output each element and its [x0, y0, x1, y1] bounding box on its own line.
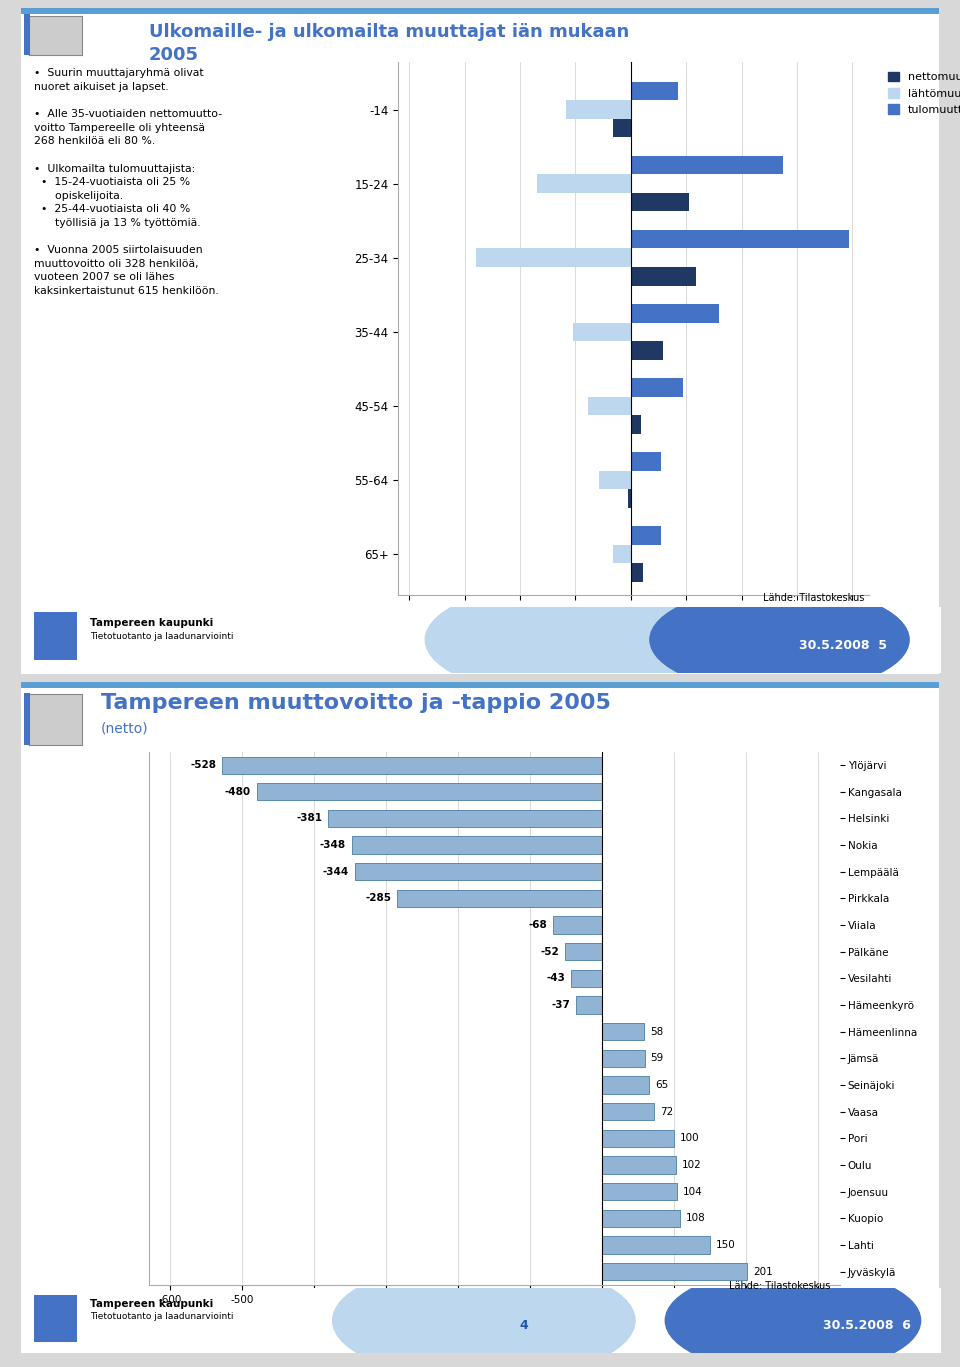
- Ellipse shape: [332, 1262, 636, 1367]
- Text: 100: 100: [681, 1133, 700, 1143]
- Bar: [553, 916, 603, 934]
- Text: 30.5.2008  6: 30.5.2008 6: [823, 1319, 911, 1333]
- Bar: [397, 890, 603, 908]
- Bar: [603, 1103, 655, 1121]
- Bar: [564, 943, 603, 961]
- Text: 4: 4: [519, 1319, 529, 1333]
- Bar: [565, 100, 631, 119]
- Bar: [628, 489, 631, 507]
- Text: Lähde: Tilastokeskus: Lähde: Tilastokeskus: [762, 593, 864, 603]
- Text: -43: -43: [547, 973, 565, 983]
- Text: 30.5.2008  5: 30.5.2008 5: [799, 638, 887, 652]
- Text: -52: -52: [540, 947, 559, 957]
- X-axis label: henk.: henk.: [867, 626, 899, 637]
- Bar: [476, 249, 631, 267]
- Ellipse shape: [425, 581, 742, 699]
- Text: Ulkomaille- ja ulkomailta muuttajat iän mukaan: Ulkomaille- ja ulkomailta muuttajat iän …: [149, 23, 629, 41]
- Text: -344: -344: [323, 867, 349, 876]
- Text: -528: -528: [190, 760, 217, 770]
- Bar: [631, 526, 661, 544]
- Text: 104: 104: [684, 1187, 703, 1196]
- Text: -37: -37: [551, 1001, 570, 1010]
- Bar: [328, 809, 603, 827]
- Bar: [631, 416, 640, 433]
- Bar: [571, 969, 603, 987]
- Text: (netto): (netto): [101, 722, 149, 735]
- Bar: [257, 783, 603, 801]
- Text: Tampereen kaupunki: Tampereen kaupunki: [90, 618, 213, 627]
- Text: 58: 58: [650, 1027, 663, 1036]
- Text: 201: 201: [753, 1267, 773, 1277]
- Bar: [576, 997, 603, 1014]
- Text: Tampereen kaupunki: Tampereen kaupunki: [90, 1299, 213, 1308]
- Bar: [631, 452, 661, 470]
- Text: Lähde: Tilastokeskus: Lähde: Tilastokeskus: [729, 1281, 830, 1290]
- Bar: [603, 1210, 681, 1228]
- Text: -348: -348: [320, 841, 347, 850]
- Text: -480: -480: [225, 787, 252, 797]
- Bar: [631, 303, 719, 323]
- Bar: [599, 470, 631, 489]
- Ellipse shape: [650, 588, 909, 692]
- Text: -285: -285: [366, 894, 392, 904]
- Bar: [613, 119, 631, 138]
- Bar: [537, 175, 631, 193]
- Text: Tampereen muuttovoitto ja -tappio 2005: Tampereen muuttovoitto ja -tappio 2005: [101, 693, 611, 714]
- Bar: [603, 1050, 645, 1068]
- Bar: [355, 863, 603, 880]
- Text: -68: -68: [529, 920, 547, 930]
- Bar: [613, 544, 631, 563]
- Text: Tietotuotanto ja laadunarviointi: Tietotuotanto ja laadunarviointi: [90, 632, 233, 641]
- Bar: [631, 193, 689, 212]
- Bar: [631, 156, 783, 175]
- Text: Tietotuotanto ja laadunarviointi: Tietotuotanto ja laadunarviointi: [90, 1312, 233, 1322]
- Bar: [631, 340, 663, 360]
- Bar: [588, 396, 631, 416]
- Text: 72: 72: [660, 1107, 673, 1117]
- Bar: [631, 267, 696, 286]
- Text: 102: 102: [682, 1161, 702, 1170]
- Text: 59: 59: [651, 1054, 664, 1064]
- Bar: [603, 1156, 676, 1174]
- Bar: [603, 1023, 644, 1040]
- Ellipse shape: [665, 1269, 921, 1367]
- Text: 150: 150: [716, 1240, 736, 1249]
- Text: •  Suurin muuttajaryhmä olivat
nuoret aikuiset ja lapset.

•  Alle 35-vuotiaiden: • Suurin muuttajaryhmä olivat nuoret aik…: [34, 68, 222, 295]
- Bar: [631, 230, 850, 249]
- Text: 65: 65: [655, 1080, 668, 1089]
- Bar: [573, 323, 631, 340]
- Bar: [603, 1129, 675, 1147]
- Bar: [631, 82, 678, 100]
- Bar: [223, 756, 603, 774]
- Text: -381: -381: [297, 813, 323, 823]
- Bar: [352, 837, 603, 854]
- Bar: [603, 1236, 710, 1254]
- Bar: [603, 1263, 747, 1281]
- Bar: [631, 563, 643, 582]
- Text: 2005: 2005: [149, 46, 199, 64]
- Bar: [603, 1182, 678, 1200]
- Bar: [631, 379, 684, 396]
- Bar: [603, 1076, 649, 1094]
- Text: 108: 108: [685, 1214, 706, 1223]
- Legend: nettomuutto, lähtömuutto, tulomuutto: nettomuutto, lähtömuutto, tulomuutto: [884, 67, 960, 119]
